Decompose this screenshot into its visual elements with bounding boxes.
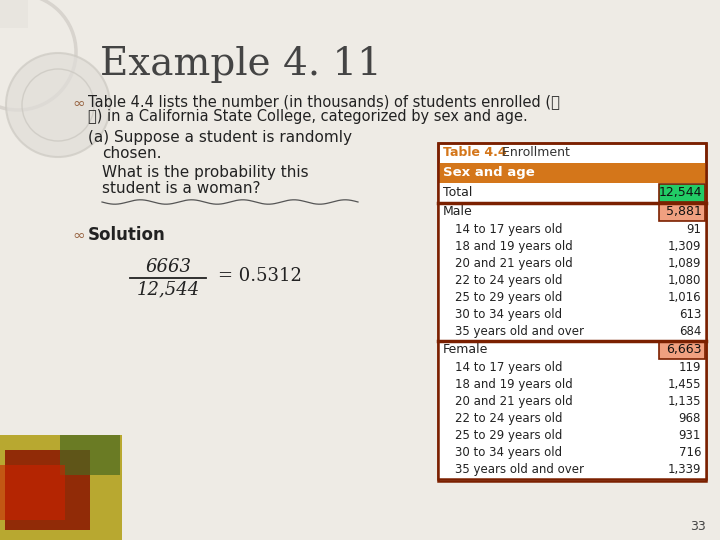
Bar xyxy=(0,435,122,540)
Bar xyxy=(5,450,90,530)
Text: 1,309: 1,309 xyxy=(667,240,701,253)
Bar xyxy=(438,222,706,239)
Text: 12,544: 12,544 xyxy=(659,186,702,199)
Text: 35 years old and over: 35 years old and over xyxy=(455,325,584,338)
Bar xyxy=(438,307,706,324)
Text: 1,080: 1,080 xyxy=(667,274,701,287)
Text: 5,881: 5,881 xyxy=(666,205,702,218)
Text: 1,016: 1,016 xyxy=(667,291,701,304)
Text: 1,135: 1,135 xyxy=(667,395,701,408)
Bar xyxy=(438,256,706,273)
Text: 18 and 19 years old: 18 and 19 years old xyxy=(455,378,572,391)
Text: Table 4.4: Table 4.4 xyxy=(443,146,507,159)
Text: (a) Suppose a student is randomly: (a) Suppose a student is randomly xyxy=(88,130,352,145)
Bar xyxy=(0,465,65,520)
Text: Female: Female xyxy=(443,343,488,356)
Text: 20 and 21 years old: 20 and 21 years old xyxy=(455,257,572,270)
Text: 30 to 34 years old: 30 to 34 years old xyxy=(455,308,562,321)
Text: 1,455: 1,455 xyxy=(667,378,701,391)
Bar xyxy=(438,445,706,462)
Text: 20 and 21 years old: 20 and 21 years old xyxy=(455,395,572,408)
Bar xyxy=(659,204,705,221)
Text: ∞: ∞ xyxy=(72,96,85,111)
Text: chosen.: chosen. xyxy=(102,146,161,161)
Text: 35 years old and over: 35 years old and over xyxy=(455,463,584,476)
Text: 1,339: 1,339 xyxy=(667,463,701,476)
Bar xyxy=(438,143,706,479)
Circle shape xyxy=(6,53,110,157)
Bar xyxy=(438,239,706,256)
Bar xyxy=(60,435,120,475)
Text: 14 to 17 years old: 14 to 17 years old xyxy=(455,361,562,374)
Text: = 0.5312: = 0.5312 xyxy=(218,267,302,285)
Text: 25 to 29 years old: 25 to 29 years old xyxy=(455,429,562,442)
Bar xyxy=(438,411,706,428)
Text: 716: 716 xyxy=(678,446,701,459)
Bar xyxy=(438,273,706,290)
Text: 22 to 24 years old: 22 to 24 years old xyxy=(455,274,562,287)
Bar xyxy=(659,184,705,202)
Bar xyxy=(0,0,28,28)
Bar xyxy=(659,342,705,359)
Bar xyxy=(438,360,706,377)
Text: Sex and age: Sex and age xyxy=(443,166,535,179)
Text: Solution: Solution xyxy=(88,226,166,244)
Text: 931: 931 xyxy=(679,429,701,442)
Text: 18 and 19 years old: 18 and 19 years old xyxy=(455,240,572,253)
Text: Example 4. 11: Example 4. 11 xyxy=(100,46,382,83)
Bar xyxy=(438,203,706,222)
Text: 33: 33 xyxy=(690,520,706,533)
Text: 冊) in a California State College, categorized by sex and age.: 冊) in a California State College, catego… xyxy=(88,109,528,124)
Text: What is the probability this: What is the probability this xyxy=(102,165,309,180)
Text: 12,544: 12,544 xyxy=(136,280,199,298)
Text: 6663: 6663 xyxy=(145,258,191,276)
Text: 684: 684 xyxy=(679,325,701,338)
Bar xyxy=(438,324,706,341)
Text: 30 to 34 years old: 30 to 34 years old xyxy=(455,446,562,459)
Bar xyxy=(438,377,706,394)
Text: 22 to 24 years old: 22 to 24 years old xyxy=(455,412,562,425)
Bar xyxy=(438,290,706,307)
Text: 119: 119 xyxy=(678,361,701,374)
Text: 25 to 29 years old: 25 to 29 years old xyxy=(455,291,562,304)
Bar xyxy=(438,462,706,479)
Text: 1,089: 1,089 xyxy=(667,257,701,270)
Text: Total: Total xyxy=(443,186,472,199)
Text: Male: Male xyxy=(443,205,473,218)
Text: Enrollment: Enrollment xyxy=(494,146,570,159)
Bar xyxy=(438,143,706,481)
Bar xyxy=(438,183,706,203)
Text: ∞: ∞ xyxy=(72,228,85,243)
Bar xyxy=(438,163,706,183)
Text: 968: 968 xyxy=(679,412,701,425)
Text: 91: 91 xyxy=(686,223,701,236)
Text: Table 4.4 lists the number (in thousands) of students enrolled (註: Table 4.4 lists the number (in thousands… xyxy=(88,94,560,109)
Text: 14 to 17 years old: 14 to 17 years old xyxy=(455,223,562,236)
Bar xyxy=(438,428,706,445)
Bar xyxy=(438,341,706,360)
Bar xyxy=(438,394,706,411)
Text: student is a woman?: student is a woman? xyxy=(102,181,261,196)
Text: 613: 613 xyxy=(679,308,701,321)
Text: 6,663: 6,663 xyxy=(667,343,702,356)
